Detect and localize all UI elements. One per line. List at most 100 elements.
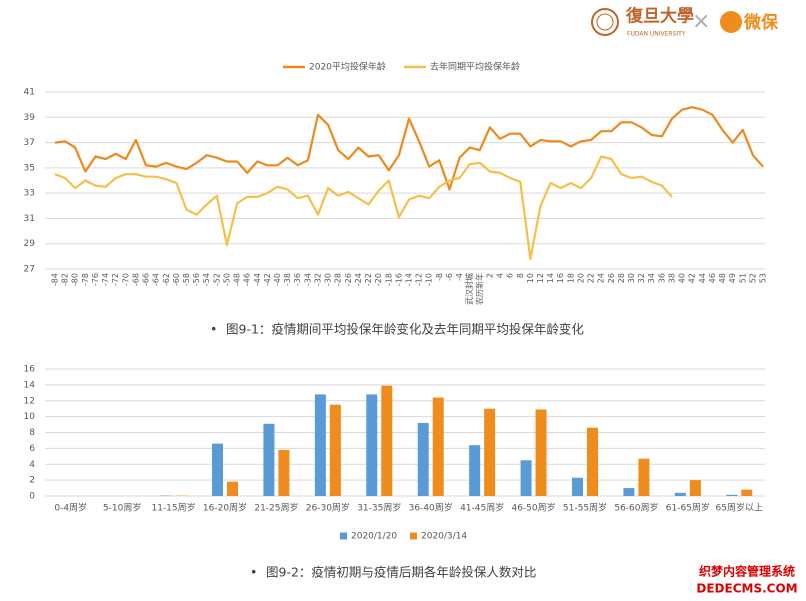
x-tick-label: 21-25周岁 (254, 502, 298, 514)
y-tick-label: 29 (24, 239, 36, 249)
bar (520, 460, 532, 496)
university-en: FUDAN UNIVERSITY (627, 31, 686, 38)
x-tick-label: -28 (334, 273, 343, 286)
bar (726, 494, 738, 496)
fudan-emblem (591, 8, 619, 36)
x-tick-label: -74 (101, 273, 110, 286)
bar (587, 427, 598, 496)
x-tick-label: -14 (405, 273, 414, 286)
watermark-bg (694, 562, 800, 598)
partner-name: 微保 (743, 12, 779, 33)
fudan-emblem-inner (596, 13, 614, 31)
watermark: DEDECMS.COM (696, 582, 797, 596)
x-tick-label: 16-20周岁 (203, 502, 247, 514)
x-tick-label: 0-4周岁 (54, 502, 87, 514)
bar (535, 409, 547, 496)
x-tick-label: -42 (263, 273, 272, 286)
y-tick-label: 16 (24, 365, 36, 375)
x-tick-label: -32 (313, 273, 322, 286)
legend-label: 去年同期平均投保年龄 (430, 61, 520, 73)
bar (469, 445, 481, 496)
y-tick-label: 4 (29, 460, 35, 470)
watermark: 织梦内容管理系统 (699, 564, 795, 579)
y-tick-label: 14 (24, 380, 36, 390)
x-tick-label: 65周岁以上 (716, 502, 763, 514)
x-tick-label: -34 (303, 273, 312, 286)
x-tick-label: 22 (587, 273, 596, 283)
bar (623, 488, 635, 496)
partner-icon (720, 11, 742, 33)
x-tick-label: -36 (293, 273, 302, 286)
bar (263, 423, 275, 496)
x-tick-label: -50 (222, 273, 231, 286)
bar (674, 492, 686, 496)
bar (381, 385, 393, 496)
university-name: 復旦大學 (625, 6, 694, 27)
x-tick-label: 30 (627, 273, 636, 283)
legend-label: 2020/3/14 (421, 532, 467, 542)
y-tick-label: 31 (24, 214, 35, 224)
x-tick-label: 46 (708, 273, 717, 283)
x-tick-label: -46 (243, 273, 252, 286)
x-tick-label: -72 (111, 273, 120, 286)
bar (212, 443, 223, 496)
bar (366, 394, 378, 496)
y-tick-label: 37 (24, 138, 35, 148)
x-tick-label: 16 (556, 273, 565, 283)
x-tick-label: 41-45周岁 (460, 502, 504, 514)
x-tick-label: 49 (728, 273, 737, 283)
x-tick-label: -16 (394, 273, 403, 286)
x-tick-label: -40 (273, 273, 282, 286)
x-tick-label: 32 (637, 273, 646, 283)
x-tick-label: 40 (678, 273, 687, 283)
x-tick-label: 12 (536, 273, 545, 283)
x-tick-label: 11-15周岁 (151, 502, 195, 514)
y-tick-label: 10 (24, 412, 36, 422)
x-tick-label: 36 (657, 273, 666, 283)
bar (689, 480, 701, 496)
x-tick-label: -56 (192, 273, 201, 286)
y-tick-label: 41 (24, 88, 35, 98)
x-tick-label: -52 (212, 273, 221, 286)
x-tick-label: -64 (152, 273, 161, 286)
y-tick-label: 0 (29, 492, 35, 502)
x-tick-label: 6 (506, 273, 515, 278)
x-tick-label: -82 (61, 273, 70, 286)
bar (314, 394, 326, 496)
x-tick-label: 10 (526, 273, 535, 283)
bar (227, 481, 238, 496)
caption: 图9-1：疫情期间平均投保年龄变化及去年同期平均投保年龄变化 (226, 322, 584, 337)
header-logos: 復旦大學 FUDAN UNIVERSITY × 微保 (591, 6, 779, 38)
x-tick-label: -84 (51, 273, 60, 286)
x-tick-label: -38 (283, 273, 292, 286)
x-tick-label: 武汉封城 (464, 273, 474, 305)
y-tick-label: 6 (29, 444, 35, 454)
y-tick-label: 39 (24, 113, 36, 123)
x-tick-label: -70 (121, 273, 130, 286)
x-tick-label: 38 (667, 273, 676, 283)
x-tick-label: -58 (182, 273, 191, 286)
y-tick-label: 8 (29, 428, 35, 438)
x-tick-label: -22 (364, 273, 373, 286)
bar (432, 397, 444, 496)
legend-swatch (340, 532, 347, 540)
x-tick-label: -12 (415, 273, 424, 286)
x-tick-label: -24 (354, 273, 363, 286)
line-series (54, 106, 764, 191)
x-tick-label: 51 (738, 273, 747, 283)
legend-swatch (410, 532, 417, 540)
x-tick-label: 34 (647, 273, 656, 283)
legend-label: 2020/1/20 (351, 532, 397, 542)
bar (417, 422, 429, 496)
x-tick-label: -54 (202, 273, 211, 286)
x-tick-label: -26 (344, 273, 353, 286)
x-tick-label: -18 (384, 273, 393, 286)
x-tick-label: 51-55周岁 (563, 502, 607, 514)
x-tick-label: 26 (607, 273, 616, 283)
x-tick-label: -80 (71, 273, 80, 286)
x-tick-label: -60 (172, 273, 181, 286)
x-tick-label: 36-40周岁 (409, 502, 453, 514)
x-tick-label: -68 (131, 273, 140, 286)
y-tick-label: 2 (29, 476, 35, 486)
